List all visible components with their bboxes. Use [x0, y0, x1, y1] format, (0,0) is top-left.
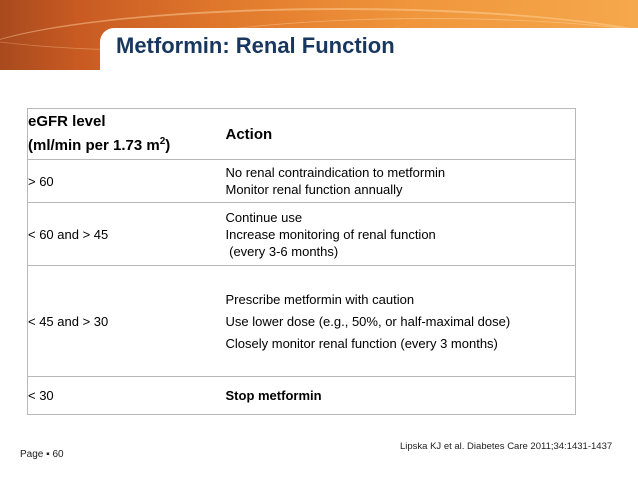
egfr-unit-superscript: 2: [159, 136, 166, 147]
action-cell: Continue use Increase monitoring of rena…: [225, 202, 576, 266]
citation: Lipska KJ et al. Diabetes Care 2011;34:1…: [400, 441, 613, 452]
action-line-text: (every 3-6 months): [229, 243, 339, 259]
action-line: Use lower dose (e.g., 50%, or half-maxim…: [225, 313, 511, 329]
action-cell: No renal contraindication to metformin M…: [225, 159, 576, 203]
egfr-unit-close: ): [165, 137, 171, 154]
action-line: Increase monitoring of renal function: [225, 226, 436, 242]
action-line: Prescribe metformin with caution: [225, 291, 415, 307]
egfr-unit-text: (ml/min per 1.73 m: [28, 137, 160, 154]
action-header: Action: [225, 108, 576, 160]
egfr-level-cell: > 60: [27, 159, 226, 203]
action-cell: Prescribe metformin with caution Use low…: [225, 265, 576, 377]
egfr-level-header-line1: eGFR level: [28, 113, 106, 130]
table-row: > 60 No renal contraindication to metfor…: [27, 159, 576, 203]
action-cell: Stop metformin: [225, 376, 576, 415]
action-line: No renal contraindication to metformin: [225, 165, 446, 180]
title-panel: [100, 28, 638, 70]
egfr-level-cell: < 60 and > 45: [27, 202, 226, 266]
renal-function-table: eGFR level (ml/min per 1.73 m2) Action >…: [27, 108, 576, 415]
action-line: Monitor renal function annually: [225, 182, 403, 197]
action-line: Closely monitor renal function (every 3 …: [225, 335, 498, 351]
table-row: < 45 and > 30 Prescribe metformin with c…: [27, 265, 576, 377]
egfr-level-cell: < 45 and > 30: [27, 265, 226, 377]
action-line: (every 3-6 months): [226, 243, 576, 260]
slide-title: Metformin: Renal Function: [116, 33, 395, 58]
egfr-level-header: eGFR level (ml/min per 1.73 m2): [27, 108, 226, 160]
table-row: < 60 and > 45 Continue use Increase moni…: [27, 202, 576, 266]
action-line: Continue use: [225, 209, 303, 225]
page-number: Page ▪ 60: [20, 449, 64, 460]
action-line: Stop metformin: [225, 388, 322, 403]
table-header-row: eGFR level (ml/min per 1.73 m2) Action: [27, 108, 576, 160]
table-row: < 30 Stop metformin: [27, 376, 576, 415]
egfr-level-header-line2: (ml/min per 1.73 m2): [28, 132, 226, 156]
egfr-level-cell: < 30: [27, 376, 226, 415]
